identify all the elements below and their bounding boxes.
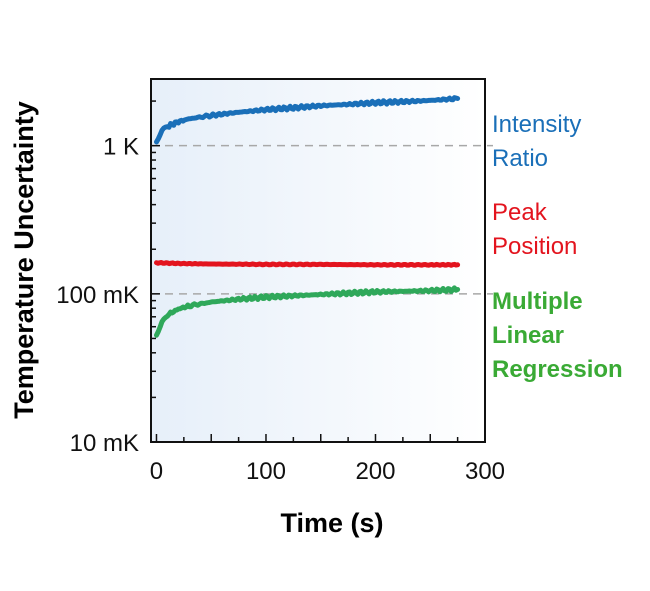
y-axis-title: Temperature Uncertainty — [9, 101, 39, 419]
x-tick-label: 100 — [246, 458, 286, 485]
series-line-multiple-linear-regression — [154, 285, 461, 338]
legend-label-line: Multiple — [492, 288, 583, 315]
legend-peak-position: Peak Position — [492, 199, 577, 260]
plot-frame — [150, 78, 486, 443]
y-tick-label: 10 mK — [70, 430, 139, 457]
x-tick-label: 300 — [465, 458, 505, 485]
series-line-intensity-ratio — [154, 95, 461, 145]
legend-label-line: Linear — [492, 322, 564, 349]
plot-area — [151, 79, 485, 442]
legend-label-line: Intensity — [492, 111, 581, 138]
x-tick-label: 200 — [355, 458, 395, 485]
y-tick-label: 100 mK — [56, 282, 139, 309]
legend-multiple-linear-regression: Multiple Linear Regression — [492, 288, 623, 383]
series-line-peak-position — [154, 260, 461, 268]
legend-label-line: Peak — [492, 199, 548, 226]
y-tick-label: 1 K — [103, 134, 139, 161]
legend-label-line: Ratio — [492, 145, 548, 172]
legend-label-line: Regression — [492, 356, 623, 383]
legend-intensity-ratio: Intensity Ratio — [492, 111, 581, 172]
x-tick-label: 0 — [150, 458, 163, 485]
x-axis-title: Time (s) — [280, 508, 383, 538]
legend-label-line: Position — [492, 233, 577, 260]
